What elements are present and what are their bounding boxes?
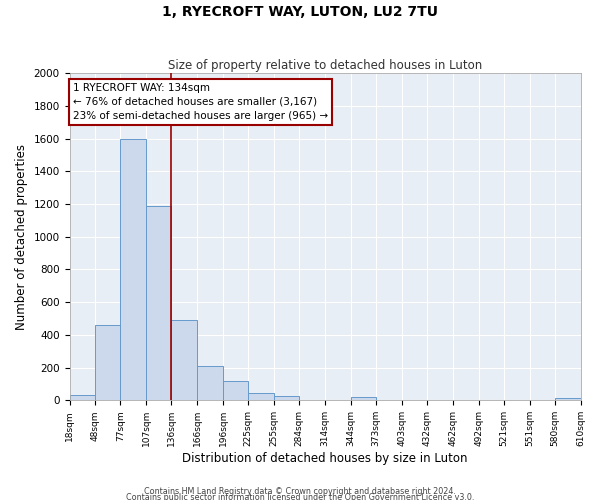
Bar — [223, 380, 248, 400]
Text: Contains public sector information licensed under the Open Government Licence v3: Contains public sector information licen… — [126, 492, 474, 500]
Bar — [554, 398, 581, 400]
Bar — [121, 138, 146, 400]
Text: Contains HM Land Registry data © Crown copyright and database right 2024.: Contains HM Land Registry data © Crown c… — [144, 486, 456, 496]
Text: 1, RYECROFT WAY, LUTON, LU2 7TU: 1, RYECROFT WAY, LUTON, LU2 7TU — [162, 5, 438, 19]
Title: Size of property relative to detached houses in Luton: Size of property relative to detached ho… — [168, 59, 482, 72]
Bar — [197, 366, 223, 400]
Bar — [172, 320, 197, 400]
Bar — [95, 325, 121, 400]
Text: 1 RYECROFT WAY: 134sqm
← 76% of detached houses are smaller (3,167)
23% of semi-: 1 RYECROFT WAY: 134sqm ← 76% of detached… — [73, 83, 328, 121]
Bar — [248, 393, 274, 400]
Bar — [351, 397, 376, 400]
Bar — [274, 396, 299, 400]
X-axis label: Distribution of detached houses by size in Luton: Distribution of detached houses by size … — [182, 452, 468, 465]
Bar — [146, 206, 172, 400]
Y-axis label: Number of detached properties: Number of detached properties — [15, 144, 28, 330]
Bar — [70, 394, 95, 400]
